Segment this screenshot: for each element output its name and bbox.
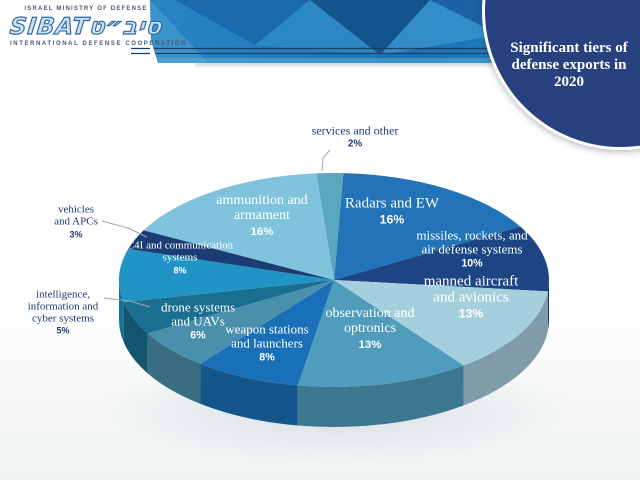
pie-slice-drone-systems	[147, 280, 334, 364]
pie-slice-weapon-stations	[200, 280, 334, 386]
pie-slice-side-drone-systems	[147, 333, 201, 404]
slice-percent-missiles-rockets: 10%	[461, 257, 483, 270]
slice-label-radars-and-ew: Radars and EW 16%	[344, 195, 440, 227]
slide-title-line2: defense exports in 2020	[511, 56, 627, 90]
leader-line-services-other	[321, 149, 331, 172]
pie-slice-intelligence-cyber	[123, 280, 335, 334]
banner-shadow	[195, 62, 640, 69]
sibat-logo: ISRAEL MINISTRY OF DEFENSE SIBATסיב״ט IN…	[8, 6, 188, 47]
slice-label-weapon-stations: weapon stations and launchers 8%	[225, 321, 309, 364]
pie-slice-side-observation-optronics	[297, 365, 464, 427]
pie-slice-missiles-rockets	[334, 226, 549, 292]
pie-slice-side-intelligence-cyber	[123, 302, 148, 374]
slice-percent-manned-aircraft: 13%	[458, 306, 484, 321]
pie-slice-radars-and-ew	[334, 173, 521, 280]
slice-label-services-other: services and other 2%	[311, 123, 399, 150]
slice-label-missiles-rockets: missiles, rockets, and air defense system…	[416, 227, 528, 270]
leader-line-vehicles-apcs	[101, 220, 148, 238]
slice-label-intelligence-cyber: intelligence, information and cyber system…	[27, 288, 99, 336]
slice-percent-ammunition-armament: 16%	[250, 225, 274, 238]
slice-label-ammunition-armament: ammunition and armament 16%	[216, 192, 308, 238]
slice-label-manned-aircraft: manned aircraft and avionics 13%	[423, 273, 519, 321]
pie-slice-side-weapon-stations	[200, 363, 298, 426]
slide-title-line1: Significant tiers of	[510, 40, 628, 56]
slice-label-vehicles-apcs: vehicles and APCs 3%	[54, 203, 98, 239]
slice-label-c4i-communication: C4I and communication systems 8%	[126, 239, 234, 275]
slide-title: Significant tiers of defense exports in …	[499, 40, 639, 90]
slice-percent-intelligence-cyber: 5%	[56, 325, 70, 336]
slice-label-drone-systems: drone systems and UAVs 6%	[160, 299, 236, 342]
cooperation-caption: INTERNATIONAL DEFENSE COOPERATION	[10, 41, 188, 47]
slice-label-observation-optronics: observation and optronics 13%	[325, 305, 415, 351]
slice-percent-weapon-stations: 8%	[259, 351, 275, 364]
slice-percent-observation-optronics: 13%	[358, 338, 382, 351]
slice-percent-radars-and-ew: 16%	[379, 212, 405, 227]
slice-percent-c4i-communication: 8%	[173, 264, 187, 275]
slice-percent-vehicles-apcs: 3%	[69, 228, 83, 239]
pie-slice-side-c4i-communication	[119, 280, 124, 343]
pie-slice-side-missiles-rockets	[547, 280, 549, 332]
slice-percent-drone-systems: 6%	[190, 329, 206, 342]
pie-slice-services-other	[316, 172, 344, 280]
leader-line-intelligence-cyber	[103, 297, 151, 308]
pie-slice-ammunition-armament	[143, 173, 334, 280]
pie-slice-c4i-communication	[119, 248, 334, 303]
ministry-caption: ISRAEL MINISTRY OF DEFENSE	[24, 6, 148, 12]
pie-slice-observation-optronics	[297, 280, 464, 387]
pie-slice-vehicles-apcs	[128, 230, 334, 280]
sibat-wordmark: SIBATסיב״ט	[8, 13, 164, 40]
pie-slice-side-manned-aircraft	[463, 291, 548, 406]
pie-slice-manned-aircraft	[334, 280, 548, 366]
slice-percent-services-other: 2%	[347, 138, 363, 150]
